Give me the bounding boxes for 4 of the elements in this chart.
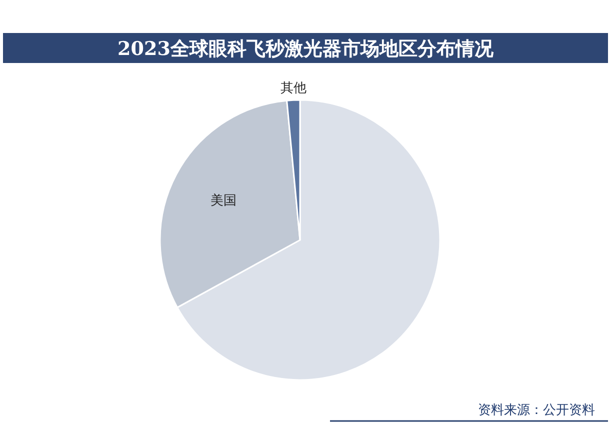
slice-label: 美国 bbox=[210, 192, 236, 208]
text: 资料来源：公开资料 bbox=[478, 403, 595, 418]
chart-title: 2023全球眼科飞秒激光器市场地区分布情况 bbox=[118, 38, 494, 60]
slice-label: 其他 bbox=[280, 81, 306, 96]
